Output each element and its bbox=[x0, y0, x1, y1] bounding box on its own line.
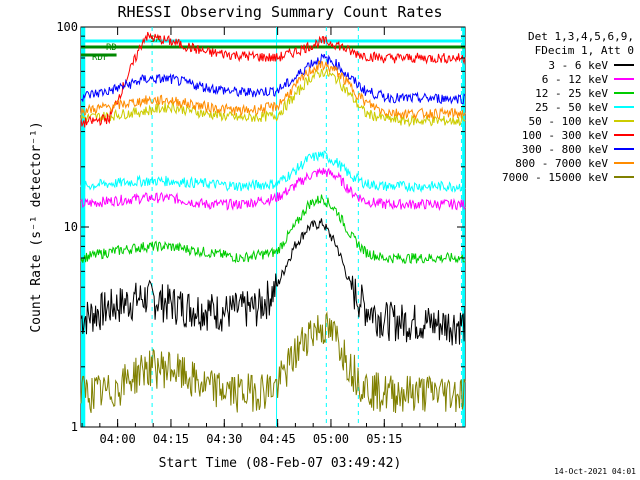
x-axis-label: Start Time (08-Feb-07 03:49:42) bbox=[159, 456, 402, 471]
legend-item: 100 - 300 keV bbox=[464, 128, 634, 142]
legend-item: 25 - 50 keV bbox=[464, 100, 634, 114]
legend: Det 1,3,4,5,6,9, FDecim 1, Att 0 3 - 6 k… bbox=[464, 30, 634, 184]
legend-swatch bbox=[614, 106, 634, 108]
y-tick-label: 10 bbox=[64, 220, 78, 234]
legend-swatch bbox=[614, 120, 634, 122]
legend-item: 300 - 800 keV bbox=[464, 142, 634, 156]
legend-swatch bbox=[614, 148, 634, 150]
legend-rows: 3 - 6 keV 6 - 12 keV 12 - 25 keV 25 - 50 ke… bbox=[464, 58, 634, 184]
timestamp: 14-Oct-2021 04:01 bbox=[554, 467, 636, 476]
legend-item: 3 - 6 keV bbox=[464, 58, 634, 72]
series-line-7 bbox=[80, 53, 466, 105]
annotation-label: SA bbox=[150, 35, 161, 45]
legend-header-line-2: FDecim 1, Att 0 bbox=[534, 44, 634, 57]
series-layer bbox=[80, 31, 466, 414]
chart-title: RHESSI Observing Summary Count Rates bbox=[117, 3, 442, 21]
legend-item: 7000 - 15000 keV bbox=[464, 170, 634, 184]
legend-item: 12 - 25 keV bbox=[464, 86, 634, 100]
x-tick-label: 04:15 bbox=[153, 432, 189, 446]
x-tick-label: 05:00 bbox=[313, 432, 349, 446]
annotation-label: RD bbox=[106, 43, 117, 53]
legend-item: 6 - 12 keV bbox=[464, 72, 634, 86]
legend-label: 300 - 800 keV bbox=[521, 142, 608, 156]
legend-swatch bbox=[614, 78, 634, 80]
series-line-2 bbox=[80, 167, 466, 212]
legend-swatch bbox=[614, 176, 634, 178]
legend-item: 50 - 100 keV bbox=[464, 114, 634, 128]
legend-label: 6 - 12 keV bbox=[541, 72, 608, 86]
legend-label: 50 - 100 keV bbox=[528, 114, 608, 128]
legend-item: 800 - 7000 keV bbox=[464, 156, 634, 170]
x-tick-label: 05:15 bbox=[366, 432, 402, 446]
legend-label: 25 - 50 keV bbox=[535, 100, 608, 114]
legend-label: 12 - 25 keV bbox=[535, 86, 608, 100]
axes-layer: 04:00 04:15 04:30 04:45 05:00 05:15 1 10 100 bbox=[56, 20, 465, 446]
y-tick-label: 1 bbox=[71, 420, 78, 434]
y-axis-label: Count Rate (s⁻¹ detector⁻¹) bbox=[29, 121, 44, 332]
series-line-6 bbox=[80, 31, 466, 128]
legend-label: 3 - 6 keV bbox=[548, 58, 608, 72]
series-line-1 bbox=[80, 218, 466, 346]
series-line-3 bbox=[80, 194, 466, 265]
series-line-9 bbox=[80, 311, 466, 414]
legend-swatch bbox=[614, 134, 634, 136]
legend-swatch bbox=[614, 64, 634, 66]
series-line-8 bbox=[80, 60, 466, 121]
x-tick-label: 04:00 bbox=[100, 432, 136, 446]
legend-label: 7000 - 15000 keV bbox=[502, 170, 608, 184]
y-tick-label: 100 bbox=[56, 20, 78, 34]
legend-label: 100 - 300 keV bbox=[521, 128, 608, 142]
legend-swatch bbox=[614, 92, 634, 94]
x-tick-label: 04:45 bbox=[260, 432, 296, 446]
annotation-label: RDF bbox=[92, 53, 108, 63]
legend-header-line-1: Det 1,3,4,5,6,9, bbox=[528, 30, 634, 43]
legend-swatch bbox=[614, 162, 634, 164]
x-tick-label: 04:30 bbox=[206, 432, 242, 446]
series-line-4 bbox=[80, 150, 466, 193]
legend-label: 800 - 7000 keV bbox=[515, 156, 608, 170]
series-line-5 bbox=[80, 68, 466, 128]
